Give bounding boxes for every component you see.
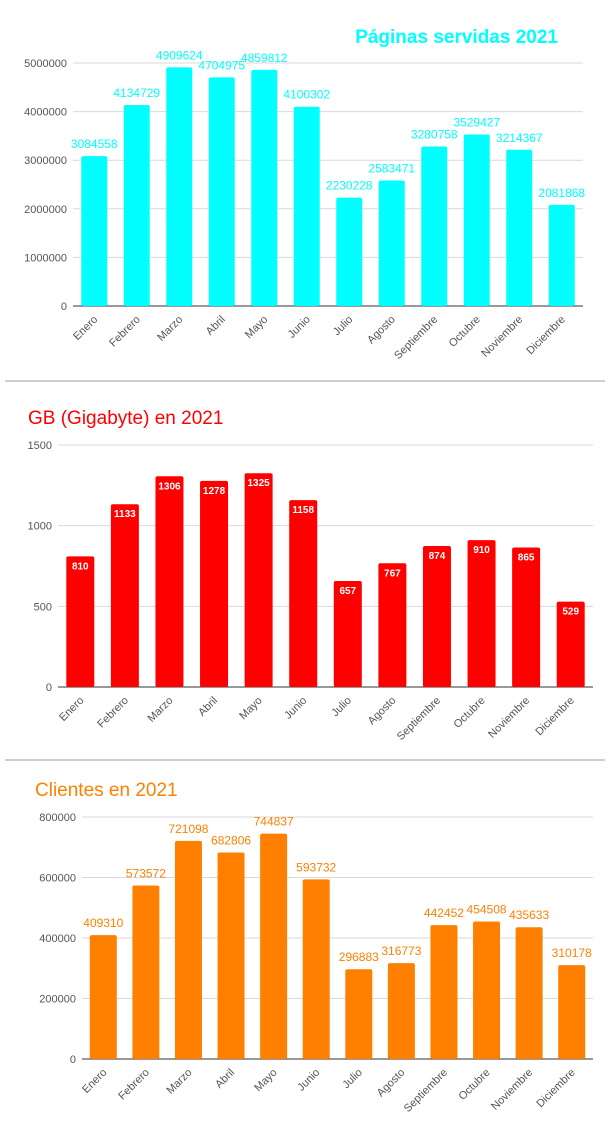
y-tick-label: 500 [34,601,52,613]
y-tick-label: 4000000 [24,107,67,119]
data-label: 1278 [203,486,226,497]
bar [422,545,451,687]
data-label: 442452 [424,906,464,920]
chart-gigabytes: GB (Gigabyte) en 2021 050010001500810Ene… [28,408,593,743]
data-label: 3280758 [411,128,458,142]
bar [81,156,108,306]
data-label: 2583471 [368,161,415,175]
y-tick-label: 1500 [28,440,52,452]
data-label: 316773 [381,944,421,958]
y-tick-label: 1000 [28,521,52,533]
y-tick-label: 0 [70,1054,76,1066]
data-label: 721098 [168,822,208,836]
data-label: 573572 [126,866,166,880]
bar [293,106,320,307]
data-label: 4134729 [113,86,160,100]
y-tick-label: 0 [46,682,52,694]
bar [421,146,448,306]
data-label: 3214367 [496,131,543,145]
data-label: 409310 [83,916,123,930]
y-tick-label: 800000 [39,812,76,824]
chart-title: GB (Gigabyte) en 2021 [28,408,223,429]
bar [200,480,229,687]
bar [244,473,273,687]
data-label: 4909624 [156,48,203,62]
data-label: 2230228 [326,179,373,193]
bar [378,563,407,687]
chart-title: Clientes en 2021 [35,780,178,801]
bar [217,852,245,1059]
data-label: 1325 [248,478,271,489]
bar [302,879,330,1059]
bar [289,500,318,687]
bar [558,965,586,1059]
data-label: 435633 [509,908,549,922]
bar [467,540,496,687]
data-label: 657 [339,586,356,597]
bar [506,149,533,306]
y-tick-label: 400000 [39,933,76,945]
bar [89,935,117,1059]
bar [556,601,585,687]
data-label: 593732 [296,860,336,874]
data-label: 682806 [211,833,251,847]
bar [430,925,458,1059]
data-label: 296883 [339,950,379,964]
bar [251,69,278,306]
bar [378,180,405,306]
bar [473,921,501,1059]
data-label: 310178 [552,946,592,960]
data-label: 865 [518,552,535,563]
bar [260,833,288,1059]
data-label: 1133 [114,509,136,520]
data-label: 910 [473,545,490,556]
bar [463,134,490,306]
data-label: 4704975 [198,58,245,72]
bar [132,885,160,1059]
data-label: 2081868 [538,186,585,200]
y-tick-label: 5000000 [24,58,67,70]
bar [345,969,373,1059]
chart-title: Páginas servidas 2021 [355,27,558,48]
data-label: 3529427 [453,115,500,129]
data-label: 4100302 [283,88,330,102]
y-tick-label: 2000000 [24,204,67,216]
data-label: 1158 [292,505,314,516]
bar [333,581,362,687]
bar [66,556,95,687]
bar [515,927,543,1059]
bar [110,504,139,687]
y-tick-label: 200000 [39,994,76,1006]
data-label: 454508 [467,903,507,917]
data-label: 744837 [254,815,294,829]
bar [208,77,235,306]
bar [336,197,363,306]
bar [123,105,150,306]
bar [166,67,193,306]
data-label: 3084558 [71,137,118,151]
y-tick-label: 3000000 [24,155,67,167]
y-tick-label: 1000000 [24,252,67,264]
data-label: 4859812 [241,51,288,65]
data-label: 529 [562,607,579,618]
data-label: 1306 [158,481,181,492]
bar [512,547,541,687]
y-tick-label: 0 [61,301,67,313]
bar [155,476,184,687]
data-label: 810 [72,561,89,572]
data-label: 874 [429,551,446,562]
y-tick-label: 600000 [39,873,76,885]
bar [548,204,575,306]
bar [387,963,415,1059]
bar [174,840,202,1059]
data-label: 767 [384,568,401,579]
